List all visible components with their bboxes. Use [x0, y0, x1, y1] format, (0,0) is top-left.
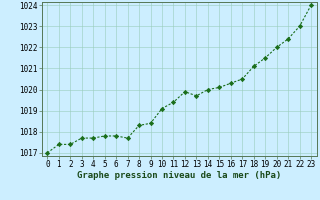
X-axis label: Graphe pression niveau de la mer (hPa): Graphe pression niveau de la mer (hPa) — [77, 171, 281, 180]
